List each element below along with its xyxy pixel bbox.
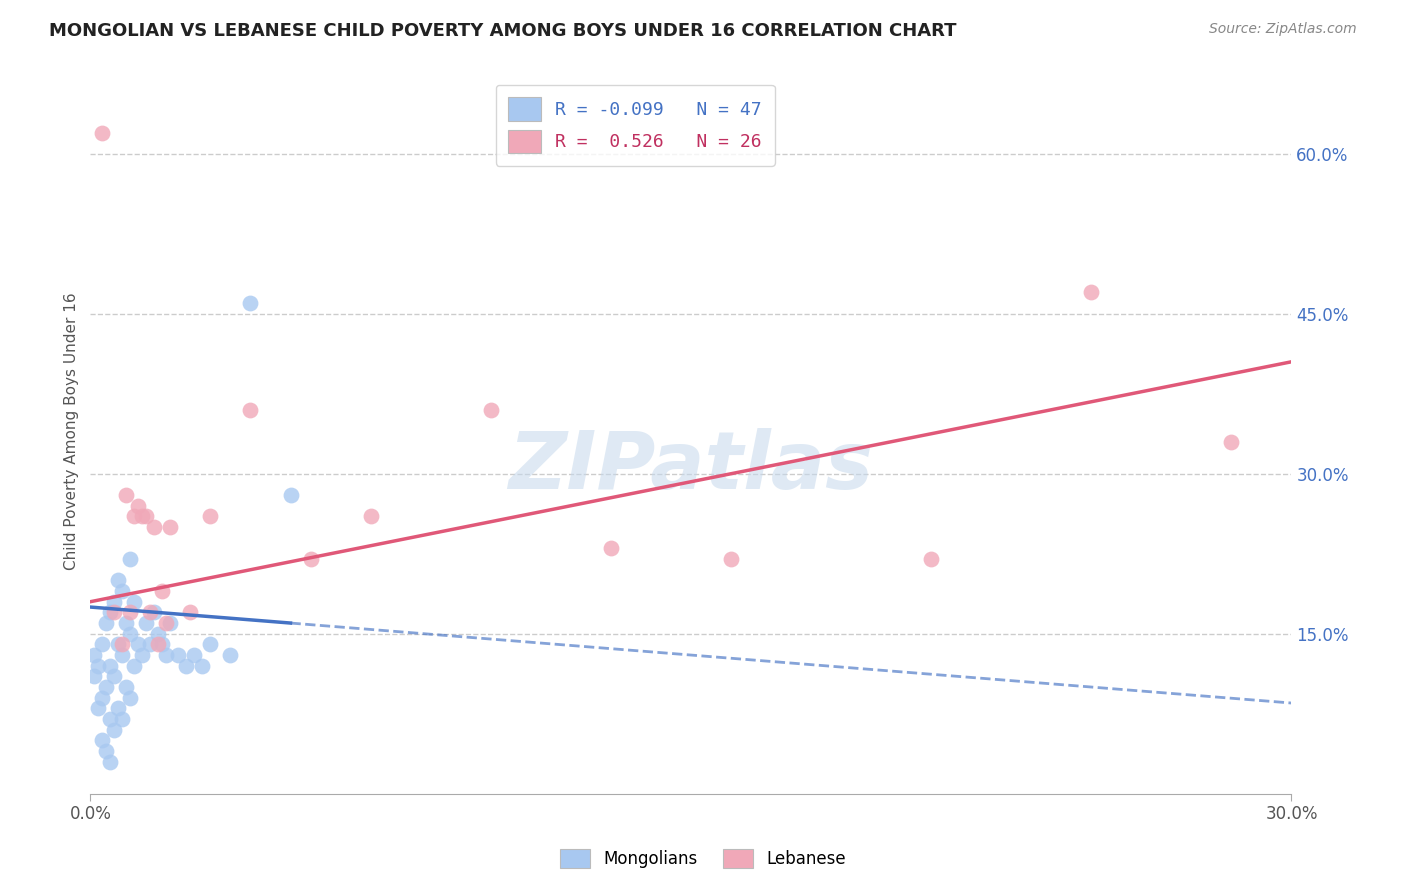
Text: MONGOLIAN VS LEBANESE CHILD POVERTY AMONG BOYS UNDER 16 CORRELATION CHART: MONGOLIAN VS LEBANESE CHILD POVERTY AMON… — [49, 22, 956, 40]
Point — [360, 509, 382, 524]
Point — [91, 126, 114, 140]
Point — [127, 499, 149, 513]
Point — [103, 669, 125, 683]
Point — [159, 520, 181, 534]
Point — [96, 680, 118, 694]
Point — [98, 755, 121, 769]
Text: ZIPatlas: ZIPatlas — [509, 428, 873, 507]
Point — [299, 552, 322, 566]
Point — [96, 744, 118, 758]
Point — [107, 574, 129, 588]
Point — [127, 637, 149, 651]
Point — [87, 658, 110, 673]
Point — [191, 658, 214, 673]
Point — [103, 606, 125, 620]
Point — [159, 615, 181, 630]
Point — [111, 584, 134, 599]
Text: Source: ZipAtlas.com: Source: ZipAtlas.com — [1209, 22, 1357, 37]
Point — [239, 296, 262, 310]
Point — [96, 615, 118, 630]
Point — [155, 615, 177, 630]
Point — [120, 690, 142, 705]
Point — [139, 606, 162, 620]
Point — [139, 637, 162, 651]
Y-axis label: Child Poverty Among Boys Under 16: Child Poverty Among Boys Under 16 — [65, 293, 79, 570]
Point — [91, 690, 114, 705]
Point — [150, 584, 173, 599]
Point — [167, 648, 190, 662]
Point — [720, 552, 742, 566]
Point — [200, 509, 222, 524]
Point — [111, 712, 134, 726]
Point — [124, 509, 146, 524]
Point — [91, 733, 114, 747]
Point — [183, 648, 205, 662]
Point — [150, 637, 173, 651]
Point — [176, 658, 198, 673]
Point — [179, 606, 201, 620]
Point — [124, 658, 146, 673]
Point — [107, 701, 129, 715]
Point — [148, 626, 170, 640]
Point — [87, 701, 110, 715]
Point — [98, 712, 121, 726]
Point — [124, 595, 146, 609]
Point — [103, 595, 125, 609]
Point — [599, 541, 621, 556]
Point — [115, 680, 138, 694]
Point — [920, 552, 942, 566]
Point — [107, 637, 129, 651]
Point — [120, 626, 142, 640]
Point — [143, 520, 166, 534]
Legend: R = -0.099   N = 47, R =  0.526   N = 26: R = -0.099 N = 47, R = 0.526 N = 26 — [496, 85, 775, 166]
Legend: Mongolians, Lebanese: Mongolians, Lebanese — [554, 842, 852, 875]
Point — [155, 648, 177, 662]
Point — [239, 402, 262, 417]
Point — [98, 658, 121, 673]
Point — [1080, 285, 1102, 300]
Point — [120, 552, 142, 566]
Point — [1220, 434, 1243, 449]
Point — [219, 648, 242, 662]
Point — [143, 606, 166, 620]
Point — [200, 637, 222, 651]
Point — [91, 637, 114, 651]
Point — [103, 723, 125, 737]
Point — [111, 637, 134, 651]
Point — [479, 402, 502, 417]
Point — [131, 648, 153, 662]
Point — [98, 606, 121, 620]
Point — [280, 488, 302, 502]
Point — [83, 669, 105, 683]
Point — [115, 615, 138, 630]
Point — [120, 606, 142, 620]
Point — [135, 615, 157, 630]
Point — [111, 648, 134, 662]
Point — [148, 637, 170, 651]
Point — [115, 488, 138, 502]
Point — [131, 509, 153, 524]
Point — [83, 648, 105, 662]
Point — [135, 509, 157, 524]
